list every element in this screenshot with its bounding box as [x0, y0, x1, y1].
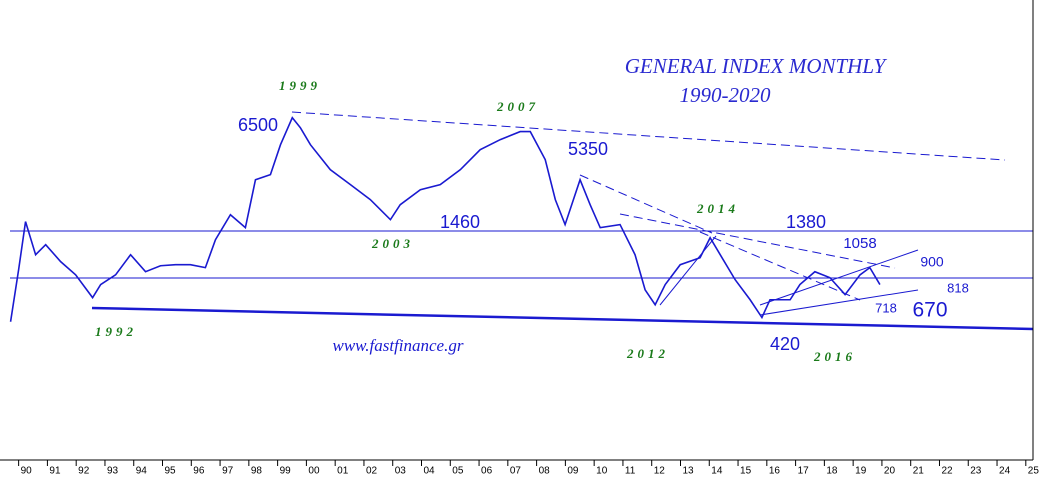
- x-tick-label: 09: [567, 466, 579, 477]
- x-tick-label: 92: [78, 466, 90, 477]
- x-tick-label: 19: [855, 466, 867, 477]
- x-tick-label: 24: [999, 466, 1011, 477]
- x-tick-label: 13: [682, 466, 694, 477]
- annotation: GENERAL INDEX MONTHLY: [625, 54, 888, 78]
- x-tick-label: 96: [193, 466, 205, 477]
- x-tick-label: 97: [222, 466, 234, 477]
- x-tick-label: 91: [49, 466, 61, 477]
- annotation: 818: [947, 280, 969, 295]
- resistance-line: [291, 111, 1006, 161]
- x-tick-label: 20: [884, 466, 896, 477]
- trend-line: [759, 289, 919, 316]
- annotation: 1992: [95, 324, 137, 339]
- x-tick-label: 00: [308, 466, 320, 477]
- annotation: 900: [920, 254, 944, 270]
- annotation: 718: [875, 300, 897, 315]
- annotation: 1058: [843, 235, 876, 252]
- x-tick-label: 02: [366, 466, 378, 477]
- x-tick-label: 05: [452, 466, 464, 477]
- x-tick-label: 15: [740, 466, 752, 477]
- trend-lines: [10, 111, 1034, 331]
- annotation: 2014: [696, 201, 739, 216]
- trend-line: [759, 249, 919, 306]
- annotation: 1999: [279, 78, 321, 93]
- x-tick-label: 10: [596, 466, 608, 477]
- x-tick-label: 01: [337, 466, 349, 477]
- annotation: 670: [912, 299, 947, 322]
- annotation: 2007: [496, 99, 539, 114]
- x-tick-label: 17: [798, 466, 810, 477]
- x-tick-label: 98: [251, 466, 263, 477]
- resistance-line: [579, 174, 713, 234]
- annotation: 420: [770, 334, 800, 354]
- x-tick-label: 95: [165, 466, 177, 477]
- annotation: 1990-2020: [680, 83, 771, 107]
- annotation: 2012: [626, 346, 669, 361]
- x-tick-label: 04: [424, 466, 436, 477]
- resistance-line: [619, 213, 896, 269]
- x-tick-label: 16: [769, 466, 781, 477]
- x-tick-label: 25: [1028, 466, 1040, 477]
- annotation: 1460: [440, 212, 480, 232]
- x-tick-label: 23: [970, 466, 982, 477]
- annotation: 1380: [786, 212, 826, 232]
- annotation: www.fastfinance.gr: [333, 336, 464, 355]
- index-line: [9, 116, 881, 322]
- x-tick-label: 18: [826, 466, 838, 477]
- trend-line: [659, 235, 717, 306]
- x-tick-label: 21: [913, 466, 925, 477]
- x-tick-label: 03: [395, 466, 407, 477]
- x-tick-label: 22: [941, 466, 953, 477]
- annotation: 2016: [813, 349, 856, 364]
- x-tick-label: 08: [539, 466, 551, 477]
- x-tick-label: 94: [136, 466, 148, 477]
- x-tick-label: 11: [625, 466, 636, 477]
- resistance-line: [699, 231, 861, 301]
- x-tick-label: 14: [711, 466, 723, 477]
- x-tick-label: 07: [510, 466, 522, 477]
- x-tick-label: 06: [481, 466, 493, 477]
- annotation: 5350: [568, 139, 608, 159]
- annotation: 6500: [238, 115, 278, 135]
- x-tick-label: 93: [107, 466, 119, 477]
- x-tick-label: 12: [654, 466, 666, 477]
- x-tick-label: 90: [21, 466, 33, 477]
- support-line: [91, 306, 1034, 331]
- annotation: 2003: [371, 236, 414, 251]
- x-tick-label: 99: [280, 466, 292, 477]
